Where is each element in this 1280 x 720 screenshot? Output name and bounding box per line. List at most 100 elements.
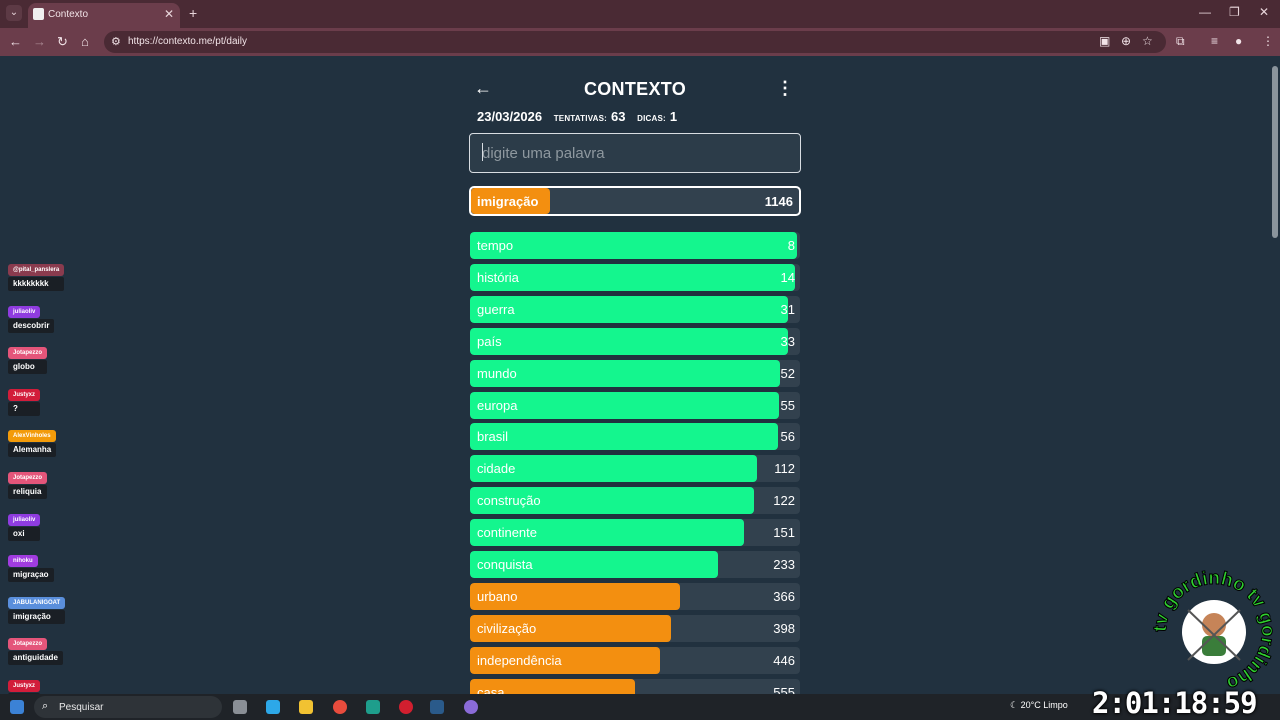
- back-arrow-icon[interactable]: ←: [474, 78, 492, 98]
- guess-row: conquista 233: [470, 551, 800, 578]
- chat-message: Jotapezzo reliquia: [8, 466, 48, 499]
- guess-word: país: [477, 333, 502, 349]
- game-title: CONTEXTO: [583, 79, 687, 99]
- guess-row: continente 151: [470, 519, 800, 547]
- chat-username-badge: AlexVinholes: [8, 430, 56, 443]
- guess-word: guerra: [477, 301, 515, 317]
- tab-bar: ⌄ Contexto ✕ + — ❐ ✕: [0, 0, 1280, 28]
- guess-rank: 446: [773, 652, 795, 668]
- guess-proximity-bar: [470, 327, 788, 355]
- chat-username-badge: juliaoliv: [8, 305, 41, 318]
- zoom-icon[interactable]: ⊕: [1121, 34, 1132, 48]
- minimize-icon[interactable]: —: [1199, 5, 1211, 19]
- restore-icon[interactable]: ❐: [1229, 5, 1240, 19]
- chat-message: JABULANIGOAT imigração: [8, 591, 66, 624]
- address-bar: ← → ↻ ⌂ ⚙ https://contexto.me/pt/daily ▣…: [0, 28, 1280, 56]
- reload-icon[interactable]: ↻: [57, 34, 68, 49]
- tab-title: Contexto: [48, 9, 89, 20]
- extensions-icon[interactable]: ⧉: [1176, 34, 1185, 48]
- home-icon[interactable]: ⌂: [81, 34, 89, 49]
- chat-message-text: reliquia: [8, 485, 48, 499]
- chat-message: AlexVinholes Alemanha: [8, 424, 57, 458]
- guess-proximity-bar: [470, 582, 680, 610]
- chat-message-text: descobrir: [8, 318, 55, 333]
- url-field[interactable]: ⚙ https://contexto.me/pt/daily: [104, 31, 1166, 53]
- guess-row: construção 122: [470, 487, 800, 515]
- weather-widget[interactable]: ☾ 20°C Limpo: [1010, 700, 1068, 710]
- guess-proximity-bar: [470, 391, 779, 419]
- steam-icon[interactable]: [430, 700, 444, 714]
- guess-rank: 233: [773, 557, 795, 572]
- guess-rank: 112: [774, 461, 795, 477]
- attempts-count: 63: [611, 109, 626, 124]
- profile-avatar-icon[interactable]: ●: [1235, 34, 1243, 48]
- guess-word: europa: [477, 397, 518, 413]
- guess-word: continente: [477, 525, 537, 541]
- chat-username-badge: Justyxz: [8, 680, 41, 692]
- site-info-icon[interactable]: ⚙: [111, 36, 121, 48]
- task-view-icon[interactable]: [233, 700, 247, 714]
- back-arrow-icon[interactable]: ←: [9, 34, 22, 49]
- game-header: ← CONTEXTO ⋮: [468, 70, 802, 108]
- chat-username-badge: juliaoliv: [8, 513, 41, 526]
- taskbar-search[interactable]: ⌕ Pesquisar: [34, 696, 222, 718]
- forward-arrow-icon[interactable]: →: [33, 34, 46, 49]
- guess-rank: 33: [780, 333, 795, 349]
- chat-message-text: migraçao: [8, 568, 54, 583]
- word-input[interactable]: [469, 133, 801, 173]
- guess-proximity-bar: [470, 263, 796, 291]
- guess-proximity-bar: [470, 646, 661, 674]
- game-stats: 23/03/2026 TENTATIVAS: 63 DICAS: 1: [477, 109, 677, 124]
- weather-text: 20°C Limpo: [1020, 700, 1068, 710]
- chat-username-badge: Jotapezzo: [8, 347, 48, 360]
- windows-start-icon[interactable]: [10, 700, 24, 714]
- last-guess-fill: [471, 188, 550, 214]
- chat-message: nihoku migraçao: [8, 549, 54, 583]
- page-scrollbar[interactable]: [1272, 66, 1278, 238]
- chat-username-badge: Jotapezzo: [8, 472, 48, 484]
- chat-message: Jotapezzo antiguidade: [8, 632, 63, 666]
- guess-word: cidade: [477, 461, 516, 477]
- chat-username-badge: JABULANIGOAT: [8, 596, 66, 609]
- chat-message-text: oxi: [8, 526, 41, 541]
- media-icon[interactable]: ≡: [1211, 34, 1219, 48]
- tab-contexto[interactable]: Contexto ✕: [28, 3, 180, 28]
- guess-proximity-bar: [470, 295, 789, 323]
- browser-menu-icon[interactable]: ⋮: [1262, 34, 1274, 48]
- opera-icon[interactable]: [399, 700, 413, 714]
- new-tab-icon[interactable]: +: [189, 5, 198, 21]
- bookmark-star-icon[interactable]: ☆: [1142, 34, 1153, 48]
- guess-proximity-bar: [470, 423, 778, 451]
- guess-rank: 122: [773, 493, 795, 509]
- terminal-app-icon[interactable]: [366, 700, 380, 714]
- install-app-icon[interactable]: ▣: [1099, 34, 1111, 48]
- file-explorer-icon[interactable]: [299, 700, 313, 714]
- guess-word: urbano: [477, 588, 518, 604]
- guess-row: civilização 398: [470, 614, 800, 642]
- guess-rank: 555: [773, 684, 795, 694]
- contexto-favicon-icon: [33, 8, 44, 20]
- input-caret: [482, 143, 483, 161]
- last-guess-word: imigração: [477, 194, 539, 209]
- guess-proximity-bar: [470, 359, 781, 387]
- guess-proximity-bar: [470, 519, 744, 547]
- discord-icon[interactable]: [464, 700, 478, 714]
- chrome-icon[interactable]: [333, 700, 347, 714]
- chat-message-text: imigração: [8, 609, 66, 624]
- hints-label: DICAS:: [637, 114, 666, 123]
- store-icon[interactable]: [266, 700, 280, 714]
- tab-close-icon[interactable]: ✕: [163, 7, 174, 21]
- more-menu-icon[interactable]: ⋮: [776, 78, 794, 98]
- tab-search-dropdown-icon[interactable]: ⌄: [6, 5, 22, 21]
- game-date: 23/03/2026: [477, 109, 543, 124]
- guess-word: tempo: [477, 238, 514, 253]
- chat-message: @pital_panslera kkkkkkkk: [8, 258, 65, 291]
- gordinho-tv-logo: tv gordinho tv gordinho: [1152, 570, 1276, 694]
- chat-username-badge: nihoku: [8, 555, 38, 568]
- attempts-label: TENTATIVAS:: [553, 114, 608, 123]
- last-guess-rank: 1146: [764, 194, 793, 209]
- guess-proximity-bar: [470, 551, 718, 578]
- contexto-game: ← CONTEXTO ⋮ 23/03/2026 TENTATIVAS: 63 DI…: [468, 70, 802, 694]
- window-close-icon[interactable]: ✕: [1259, 5, 1270, 19]
- guess-word: civilização: [477, 620, 537, 636]
